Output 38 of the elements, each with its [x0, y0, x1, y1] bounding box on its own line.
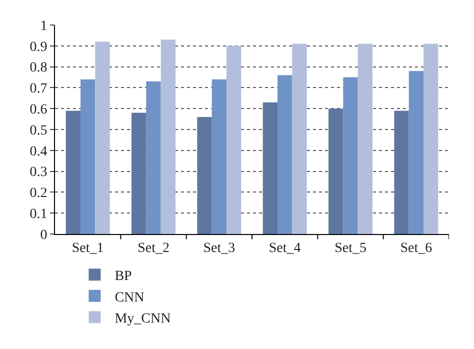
y-tick-label: 0 [40, 228, 48, 243]
legend-label: CNN [114, 290, 144, 306]
legend-label: BP [114, 269, 132, 284]
y-tick-label: 0.7 [30, 82, 48, 97]
bar [278, 75, 292, 234]
bar [394, 110, 409, 234]
bar [146, 81, 161, 234]
y-tick-label: 0.4 [30, 144, 48, 160]
bar [328, 108, 344, 234]
bar [212, 79, 226, 234]
x-tick-label: Set_2 [138, 240, 170, 256]
x-tick-label: Set_1 [72, 240, 104, 256]
x-tick-label: Set_6 [400, 240, 432, 256]
bar [424, 44, 438, 234]
bar [80, 79, 96, 234]
bar [262, 102, 278, 234]
x-tick-label: Set_5 [334, 240, 366, 256]
bar [358, 44, 372, 234]
y-tick-label: 0.2 [30, 186, 48, 202]
y-tick-label: 0.9 [30, 40, 48, 55]
x-tick-label: Set_3 [203, 240, 236, 256]
bar [343, 77, 358, 234]
x-tick-label: Set_4 [268, 240, 301, 256]
bar [408, 70, 424, 234]
bar [132, 112, 146, 234]
bar [66, 110, 80, 234]
y-tick-label: 0.5 [30, 123, 48, 138]
legend-label: My_CNN [114, 312, 171, 327]
y-tick-label: 0.1 [30, 207, 48, 222]
y-tick-label: 0.6 [30, 102, 48, 118]
bar [95, 42, 110, 234]
y-tick-label: 0.3 [30, 165, 48, 180]
bar [226, 46, 242, 234]
y-tick-label: 1 [40, 18, 48, 34]
y-tick-label: 0.8 [30, 60, 48, 76]
bar [292, 44, 307, 234]
bar [160, 40, 176, 234]
bar [197, 116, 212, 234]
